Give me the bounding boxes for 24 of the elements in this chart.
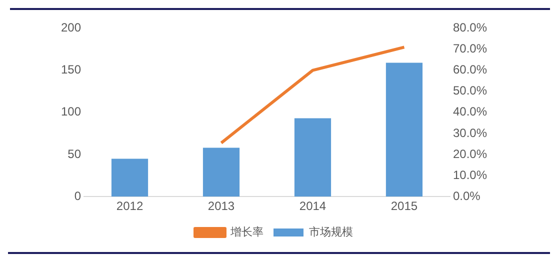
- bar: [111, 158, 148, 197]
- y2-tick-label: 50.0%: [452, 84, 488, 98]
- y2-tick-label: 30.0%: [452, 126, 488, 140]
- y2-tick-label: 0.0%: [452, 188, 481, 203]
- y2-tick-label: 80.0%: [452, 20, 488, 35]
- bar: [202, 148, 240, 197]
- x-tick-label: 2014: [299, 199, 326, 214]
- y-tick-label: 150: [60, 62, 82, 77]
- legend-label: 增长率: [230, 225, 264, 238]
- y2-tick-label: 40.0%: [452, 104, 488, 119]
- y-tick-label: 50: [68, 146, 82, 161]
- y-tick-label: 0: [74, 188, 82, 203]
- legend-label: 市场规模: [309, 225, 353, 238]
- x-tick-label: 2013: [208, 199, 235, 214]
- y-tick-label: 100: [60, 104, 82, 119]
- x-tick-label: 2012: [116, 199, 144, 214]
- y-tick-label: 200: [60, 20, 82, 35]
- y2-tick-label: 70.0%: [452, 42, 488, 56]
- bar: [386, 62, 423, 197]
- bar: [294, 118, 332, 197]
- y2-tick-label: 10.0%: [452, 168, 488, 182]
- x-tick-label: 2015: [390, 199, 418, 214]
- y2-tick-label: 20.0%: [452, 146, 488, 161]
- y2-tick-label: 60.0%: [452, 62, 488, 77]
